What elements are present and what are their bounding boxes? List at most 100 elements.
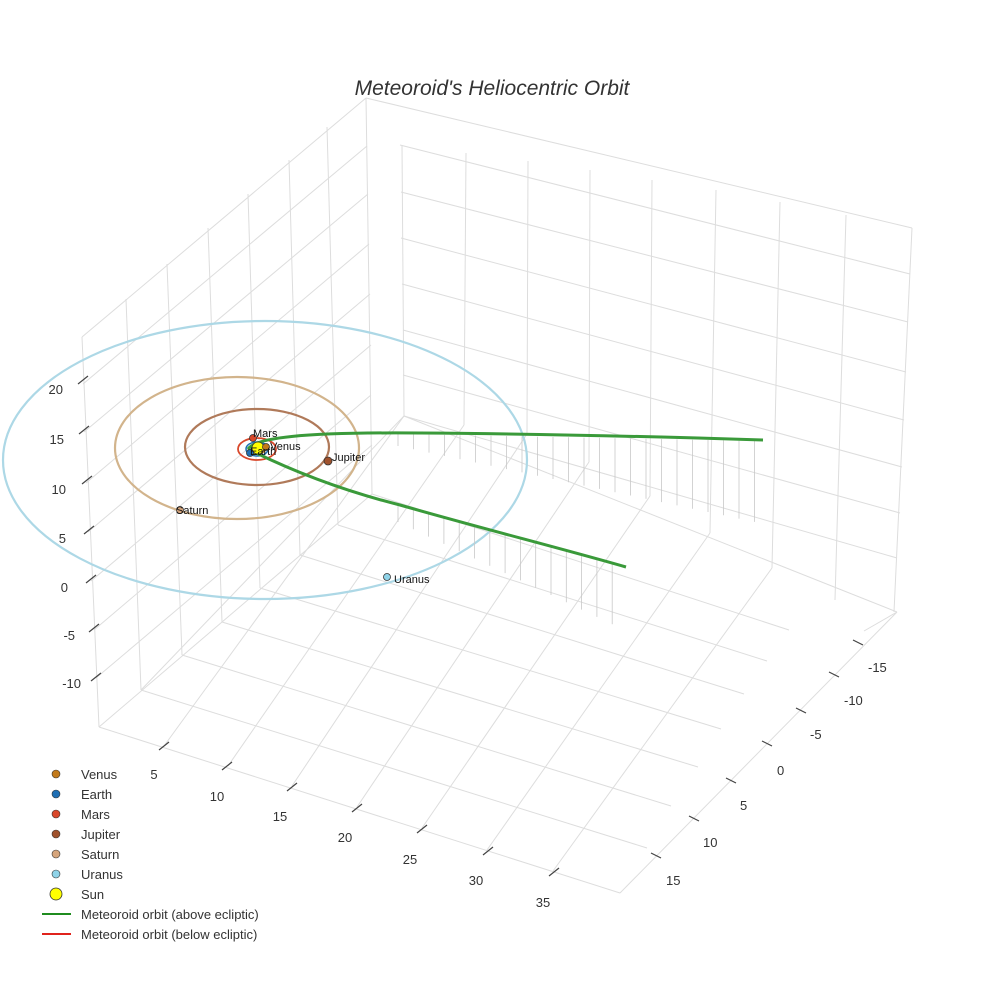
legend-item: Jupiter (81, 827, 121, 842)
z-tick-label: 0 (61, 580, 68, 595)
grid-line (125, 298, 142, 691)
mars-label: Mars (253, 428, 278, 440)
x-tick-label: 30 (469, 873, 483, 888)
z-tick-label: 15 (50, 432, 64, 447)
y-tick-label: -15 (868, 660, 887, 675)
tick-mark (650, 852, 662, 859)
tick-mark (761, 740, 773, 747)
grid-line (403, 415, 898, 613)
legend-sun-marker (49, 887, 63, 901)
y-tick-labels: -15 -10 -5 0 5 10 15 (666, 660, 887, 888)
legend-jupiter-marker (51, 829, 61, 839)
x-tick-labels: 5 10 15 20 25 30 35 (150, 767, 550, 910)
uranus-label: Uranus (394, 574, 430, 586)
tick-mark (688, 815, 700, 822)
grid-line (400, 191, 909, 323)
saturn-orbit (113, 375, 361, 521)
jupiter-label: Jupiter (332, 452, 365, 464)
tick-mark (88, 623, 100, 633)
grid-line (299, 554, 745, 695)
legend-item: Sun (81, 887, 104, 902)
z-tick-labels: 20 15 10 5 0 -5 -10 (49, 382, 81, 691)
legend-venus-marker (51, 769, 61, 779)
chart-title: Meteoroid's Heliocentric Orbit (355, 77, 631, 100)
jupiter-marker (323, 456, 333, 466)
jupiter-orbit (183, 407, 331, 487)
bodies: Mars Venus Earth Jupiter Saturn Uranus (176, 428, 430, 586)
grid-line (221, 621, 699, 768)
tick-mark (351, 803, 363, 813)
grid-line (140, 689, 648, 849)
grid-line (291, 433, 528, 787)
y-tick-label: 0 (777, 763, 784, 778)
z-tick-label: -10 (62, 676, 81, 691)
earth-label: Earth (250, 446, 276, 458)
grid-line (709, 189, 717, 534)
uranus-marker (383, 573, 391, 581)
grid-line (140, 415, 405, 691)
tick-mark (81, 475, 93, 485)
x-tick-label: 25 (403, 852, 417, 867)
meteoroid-orbit-above (246, 431, 764, 450)
legend-mars-marker (51, 809, 61, 819)
grid-line (181, 654, 672, 807)
grid-line (421, 495, 651, 829)
grid-line (259, 587, 722, 730)
tick-mark (286, 782, 298, 792)
grid-line (552, 567, 773, 872)
tick-mark (158, 741, 170, 751)
z-tick-label: -5 (63, 628, 75, 643)
grid-line (526, 160, 529, 435)
grid-line (619, 611, 898, 894)
tick-mark (83, 525, 95, 535)
grid-line (403, 415, 898, 559)
tick-mark (416, 824, 428, 834)
grid-line (365, 97, 373, 495)
legend-earth-marker (51, 789, 61, 799)
grid-line (81, 336, 100, 728)
tick-mark (77, 375, 89, 385)
saturn-marker (176, 506, 184, 514)
y-tick-label: 15 (666, 873, 680, 888)
x-tick-label: 35 (536, 895, 550, 910)
grid-line (90, 344, 372, 582)
grid-line (588, 169, 591, 463)
venus-label: Venus (270, 441, 301, 453)
mars-marker (249, 434, 257, 442)
tick-marks (77, 375, 864, 877)
grid-line (356, 461, 590, 808)
saturn-label: Saturn (176, 505, 208, 517)
grid-line (402, 374, 901, 514)
tick-mark (548, 867, 560, 877)
x-tick-label: 5 (150, 767, 157, 782)
grid-line (401, 144, 405, 417)
tick-mark (725, 777, 737, 784)
legend-item: Saturn (81, 847, 119, 862)
tick-mark (828, 671, 840, 678)
grid-line (98, 493, 373, 728)
grid-line (649, 179, 653, 497)
meteoroid-drop-lines (397, 434, 755, 625)
legend-item: Meteoroid orbit (below ecliptic) (81, 927, 257, 942)
grid-line (163, 415, 405, 747)
tick-mark (221, 761, 233, 771)
x-tick-label: 15 (273, 809, 287, 824)
uranus-orbit (1, 319, 529, 601)
legend-saturn-marker (51, 849, 61, 859)
z-tick-label: 10 (52, 482, 66, 497)
grid-line (227, 424, 465, 767)
z-tick-label: 5 (59, 531, 66, 546)
grid-line (402, 329, 903, 468)
tick-mark (852, 639, 864, 646)
legend-item: Venus (81, 767, 118, 782)
legend: Venus Earth Mars Jupiter Saturn Uranus S… (42, 767, 259, 942)
grid-line (365, 97, 913, 229)
legend-item: Mars (81, 807, 110, 822)
grid-line (83, 193, 369, 433)
orbits (1, 319, 529, 601)
grid-line (463, 152, 467, 426)
venus-marker (262, 443, 270, 451)
legend-item: Meteoroid orbit (above ecliptic) (81, 907, 259, 922)
grid-line (81, 97, 367, 338)
